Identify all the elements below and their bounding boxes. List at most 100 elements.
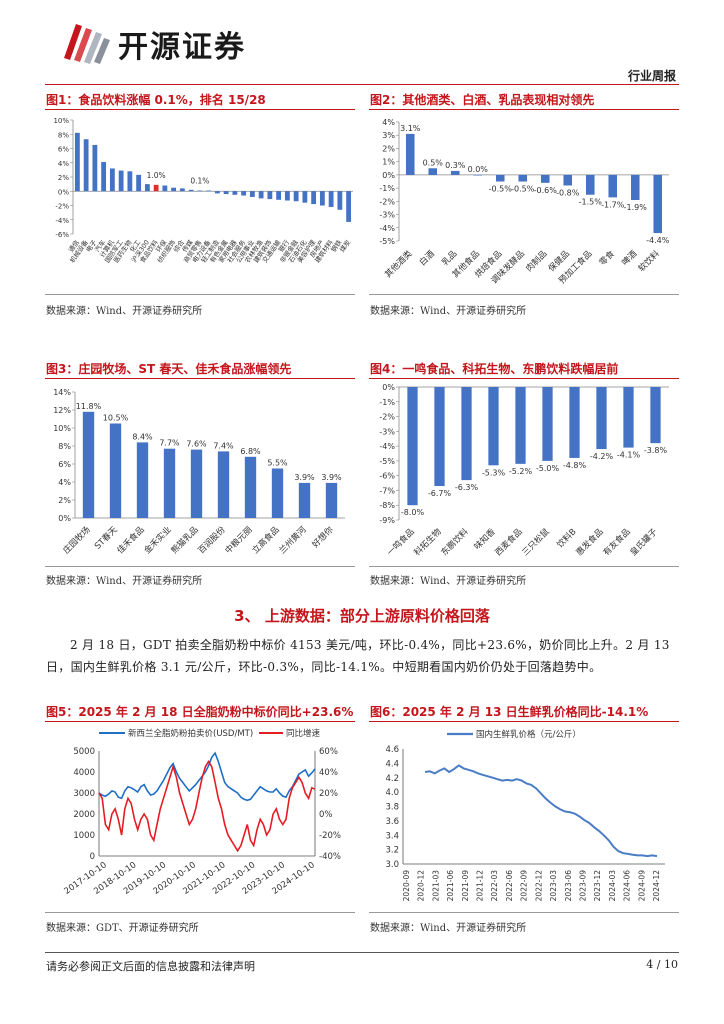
category-label: 三只松鼠 [520, 526, 552, 558]
y-tick-label: 6% [58, 146, 69, 154]
category-label: 软饮料 [636, 248, 662, 274]
fig3-title: 图3：庄园牧场、ST 春天、佳禾食品涨幅领先 [46, 362, 292, 376]
y-tick-label: 3.6 [385, 817, 399, 827]
header-rule [45, 84, 679, 85]
data-label: 5.5% [267, 459, 288, 468]
x-tick-label: 2022-06 [505, 870, 514, 902]
x-tick-label: 2024-03 [608, 870, 617, 902]
data-label: -5.0% [536, 464, 560, 473]
category-label: 零食 [597, 248, 617, 268]
bar [82, 411, 95, 518]
bar [623, 387, 634, 448]
fig6-source-rule [369, 912, 679, 913]
bar [249, 191, 255, 197]
data-label: 0.0% [468, 165, 489, 174]
data-label: -4.8% [563, 461, 587, 470]
data-label: 3.9% [294, 473, 315, 482]
bar [608, 174, 618, 198]
y-left-tick-label: 1000 [73, 831, 95, 841]
y-left-tick-label: 0 [90, 852, 95, 862]
fig4-title-rule [369, 378, 679, 379]
bar [136, 442, 149, 518]
y-tick-label: 3.4 [385, 831, 399, 841]
legend-label: 新西兰全脂奶粉拍卖价(USD/MT) [128, 728, 253, 739]
fig5-source-rule [45, 912, 355, 913]
bar [596, 387, 607, 450]
data-label: 10.5% [103, 414, 129, 423]
category-label: 味知香 [472, 526, 498, 552]
category-label: 金禾实业 [142, 524, 174, 556]
data-label: -1.7% [601, 200, 625, 209]
y-tick-label: 3% [382, 131, 395, 140]
category-label: 惠发食品 [574, 526, 606, 558]
data-label: 7.6% [186, 440, 207, 449]
bar [461, 387, 472, 481]
data-label: -3.8% [644, 446, 668, 455]
company-logo: 开源证券 [60, 18, 280, 68]
fig3-chart: 14%12%10%8%6%4%2%0%11.8%庄园牧场10.5%ST春天8.4… [53, 388, 345, 556]
bar [223, 191, 229, 195]
category-label: 庄园牧场 [61, 524, 93, 556]
x-tick-label: 2021-03 [431, 870, 440, 902]
bar [83, 139, 89, 192]
bar [232, 191, 238, 195]
bar [405, 133, 415, 175]
bar [101, 162, 107, 192]
x-tick-label: 2022-09 [520, 870, 529, 902]
y-tick-label: 8% [58, 131, 69, 139]
bar [585, 174, 595, 195]
category-label: 科拓生物 [412, 526, 444, 558]
bar [337, 191, 343, 210]
bar [162, 185, 168, 192]
data-label: -4.1% [617, 451, 641, 460]
data-label: -6.3% [455, 483, 479, 492]
data-label: 8.4% [132, 432, 153, 441]
category-label: 有友食品 [601, 526, 633, 558]
x-tick-label: 2023-03 [549, 870, 558, 902]
bar [214, 191, 220, 194]
bar [179, 188, 185, 192]
x-tick-label: 2021-12 [476, 870, 485, 902]
bar [488, 387, 499, 466]
bar [258, 191, 264, 199]
y-tick-label: 2% [382, 144, 395, 153]
bar [630, 174, 640, 201]
x-tick-label: 2020-12 [417, 870, 426, 902]
bar [515, 387, 526, 464]
y-tick-label: 4.4 [385, 759, 399, 769]
fig2-source-rule [369, 294, 679, 295]
bar [428, 168, 438, 175]
fig2-source: 数据来源：Wind、开源证券研究所 [370, 306, 527, 317]
y-tick-label: -6% [55, 231, 69, 239]
y-tick-label: 4.2 [385, 774, 399, 784]
y-left-tick-label: 3000 [73, 789, 95, 799]
bar [109, 168, 115, 192]
y-tick-label: 4.0 [385, 788, 399, 798]
y-right-tick-label: -20% [319, 831, 341, 841]
data-label: -1.5% [579, 198, 603, 207]
bar [450, 170, 460, 175]
y-tick-label: 3.8 [385, 803, 399, 813]
report-type-label: 行业周报 [627, 69, 676, 83]
bar [171, 187, 177, 192]
y-tick-label: 10% [53, 424, 71, 433]
fig6-title: 图6：2025 年 2 月 13 日生鲜乳价格同比-14.1% [370, 705, 649, 719]
category-label: 西麦食品 [493, 526, 525, 558]
bar [569, 387, 580, 458]
category-label: 兰州黄河 [277, 524, 309, 556]
bar [407, 387, 418, 506]
fig1-source-rule [45, 294, 355, 295]
category-label: 其他酒类 [383, 248, 415, 280]
data-label: -5.3% [482, 468, 506, 477]
fig2-title: 图2：其他酒类、白酒、乳品表现相对领先 [370, 93, 595, 107]
category-label: 一鸣食品 [385, 526, 417, 558]
y-right-tick-label: 20% [319, 789, 338, 799]
bar [434, 387, 445, 487]
x-tick-label: 2021-09 [461, 870, 470, 902]
y-tick-label: 4.6 [385, 745, 399, 755]
y-tick-label: 0% [58, 514, 71, 523]
bar [271, 468, 284, 518]
y-right-tick-label: 40% [319, 768, 338, 778]
y-tick-label: -8% [379, 501, 395, 510]
bar [74, 132, 80, 192]
